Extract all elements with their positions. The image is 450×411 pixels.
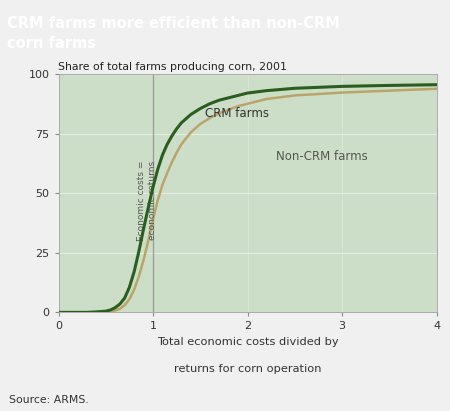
Text: CRM farms: CRM farms bbox=[205, 107, 269, 120]
Text: Source: ARMS.: Source: ARMS. bbox=[9, 395, 89, 405]
Text: returns for corn operation: returns for corn operation bbox=[174, 364, 321, 374]
Text: Total economic costs divided by: Total economic costs divided by bbox=[157, 337, 338, 347]
Text: CRM farms more efficient than non-CRM
corn farms: CRM farms more efficient than non-CRM co… bbox=[7, 16, 340, 51]
Text: Non-CRM farms: Non-CRM farms bbox=[276, 150, 368, 163]
Text: Economic costs =
economic returns: Economic costs = economic returns bbox=[137, 160, 157, 240]
Text: Share of total farms producing corn, 2001: Share of total farms producing corn, 200… bbox=[58, 62, 288, 72]
